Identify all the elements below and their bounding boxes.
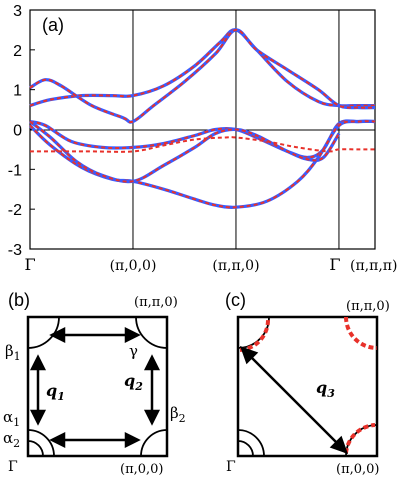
y-tick-label: -1	[8, 162, 22, 179]
alpha2-label: α2	[3, 429, 20, 450]
red-pocket-bottom-right	[344, 423, 376, 454]
y-axis-ticks: 3 2 1 0 -1 -2 -3	[8, 3, 35, 259]
x-tick-label: Γ	[329, 255, 340, 274]
panel-c: (c) (π,π,0) q3 Γ (π,0,0)	[225, 290, 390, 477]
y-tick-label: -2	[8, 202, 22, 219]
y-tick-label: 1	[13, 83, 22, 100]
x-tick-label: (π,π,π)	[350, 258, 397, 274]
red-pocket-top-right	[344, 316, 378, 350]
q3-label: q3	[316, 378, 335, 400]
q1-label: q1	[46, 381, 65, 403]
band-4-dashed	[29, 120, 376, 209]
alpha1-label: α1	[3, 408, 20, 429]
beta2-pocket	[140, 429, 168, 457]
beta1-pocket	[27, 316, 60, 349]
x-tick-label: Γ	[24, 255, 35, 274]
panel-b-label: (b)	[8, 290, 30, 310]
beta2-pocket	[345, 424, 378, 457]
panel-c-label: (c)	[225, 290, 246, 310]
brillouin-zone	[236, 315, 379, 458]
corner-label-gamma: Γ	[226, 459, 236, 475]
band-2-solid	[29, 28, 376, 124]
nesting-arrows	[29, 326, 161, 449]
alpha2-pocket	[27, 440, 44, 457]
corner-label-pi00: (π,0,0)	[336, 462, 380, 477]
y-tick-label: 2	[13, 43, 22, 60]
gamma-label: γ	[129, 342, 138, 360]
corner-label-pipi0: (π,π,0)	[346, 299, 390, 314]
brillouin-zone	[26, 315, 169, 458]
x-axis-ticks: Γ (π,0,0) (π,π,0) Γ (π,π,π)	[24, 255, 397, 274]
gamma-pocket	[135, 316, 168, 349]
beta1-label: β1	[5, 342, 21, 363]
q2-label: q2	[124, 371, 143, 393]
band-1-solid	[29, 28, 375, 108]
y-tick-label: 0	[13, 123, 22, 140]
band-5-dashed	[29, 120, 340, 183]
band-2-dashed	[29, 28, 376, 124]
y-tick-label: 3	[13, 3, 22, 20]
alpha1-pocket	[237, 429, 265, 457]
band-curves	[28, 28, 376, 209]
beta1-pocket	[237, 316, 270, 349]
q3-arrow	[239, 345, 349, 455]
x-tick-label: (π,π,0)	[212, 258, 259, 274]
corner-label-pi00: (π,0,0)	[120, 462, 164, 477]
corner-label-gamma: Γ	[8, 459, 18, 475]
panel-a: 3 2 1 0 -1 -2 -3 (a) Γ (π,0,0) (π,π,0) Γ (π,π,π)	[8, 3, 398, 274]
band-5-solid	[29, 120, 341, 184]
beta2-label: β2	[170, 404, 186, 425]
panel-b: (b) (π,π,0) β1 γ α1 α2 β2 q1	[3, 290, 186, 477]
y-tick-label: -3	[8, 242, 22, 259]
panel-a-label: (a)	[42, 15, 64, 35]
band-6-dashed	[30, 136, 375, 153]
corner-label-pipi0: (π,π,0)	[134, 295, 178, 310]
alpha2-pocket	[237, 440, 254, 457]
x-tick-label: (π,0,0)	[110, 258, 157, 274]
alpha1-pocket	[27, 429, 55, 457]
